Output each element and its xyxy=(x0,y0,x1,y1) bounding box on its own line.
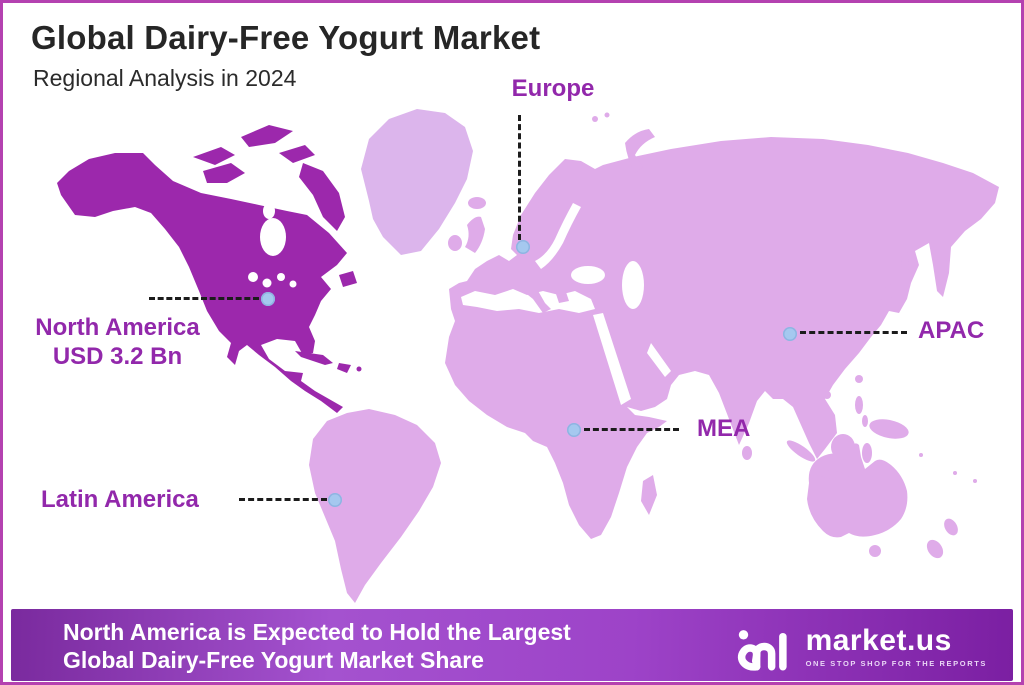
hudson-bay-great-lakes-shape xyxy=(248,203,297,288)
region-label-apac: APAC xyxy=(918,317,985,344)
market-us-logo-icon xyxy=(737,630,787,671)
north-america-shape xyxy=(57,125,362,413)
region-label-north-america: North America USD 3.2 Bn xyxy=(35,313,200,371)
footer-headline-line1: North America is Expected to Hold the La… xyxy=(63,619,571,645)
page-subtitle: Regional Analysis in 2024 xyxy=(33,65,297,91)
region-label-mea: MEA xyxy=(697,415,751,442)
region-label-latin-america: Latin America xyxy=(41,486,199,513)
map-marker-latin-america xyxy=(328,493,342,507)
map-marker-apac xyxy=(783,327,797,341)
leader-line-mea xyxy=(584,428,679,431)
page-title: Global Dairy-Free Yogurt Market xyxy=(31,19,541,56)
region-label-europe: Europe xyxy=(511,75,595,102)
footer-headline-line2: Global Dairy-Free Yogurt Market Share xyxy=(63,647,484,673)
region-value-north-america: USD 3.2 Bn xyxy=(52,343,183,370)
leader-line-latin-america xyxy=(239,498,327,501)
brand-name: market.us xyxy=(805,624,952,657)
south-europe-peninsulas-shape xyxy=(523,283,569,313)
brand-logo: market.us ONE STOP SHOP FOR THE REPORTS xyxy=(736,619,987,675)
world-landmass-shape xyxy=(309,109,999,603)
brand-text: market.us ONE STOP SHOP FOR THE REPORTS xyxy=(805,624,987,669)
map-marker-mea xyxy=(567,423,581,437)
map-marker-north-america xyxy=(261,292,275,306)
region-label-north-america-name: North America xyxy=(35,314,200,341)
leader-line-apac xyxy=(800,331,907,334)
world-map xyxy=(57,109,999,603)
leader-line-europe xyxy=(518,115,521,240)
footer-headline: North America is Expected to Hold the La… xyxy=(63,618,571,674)
leader-line-north-america xyxy=(149,297,259,300)
map-marker-europe xyxy=(516,240,530,254)
brand-tagline: ONE STOP SHOP FOR THE REPORTS xyxy=(805,659,987,668)
footer-banner: North America is Expected to Hold the La… xyxy=(11,609,1013,681)
